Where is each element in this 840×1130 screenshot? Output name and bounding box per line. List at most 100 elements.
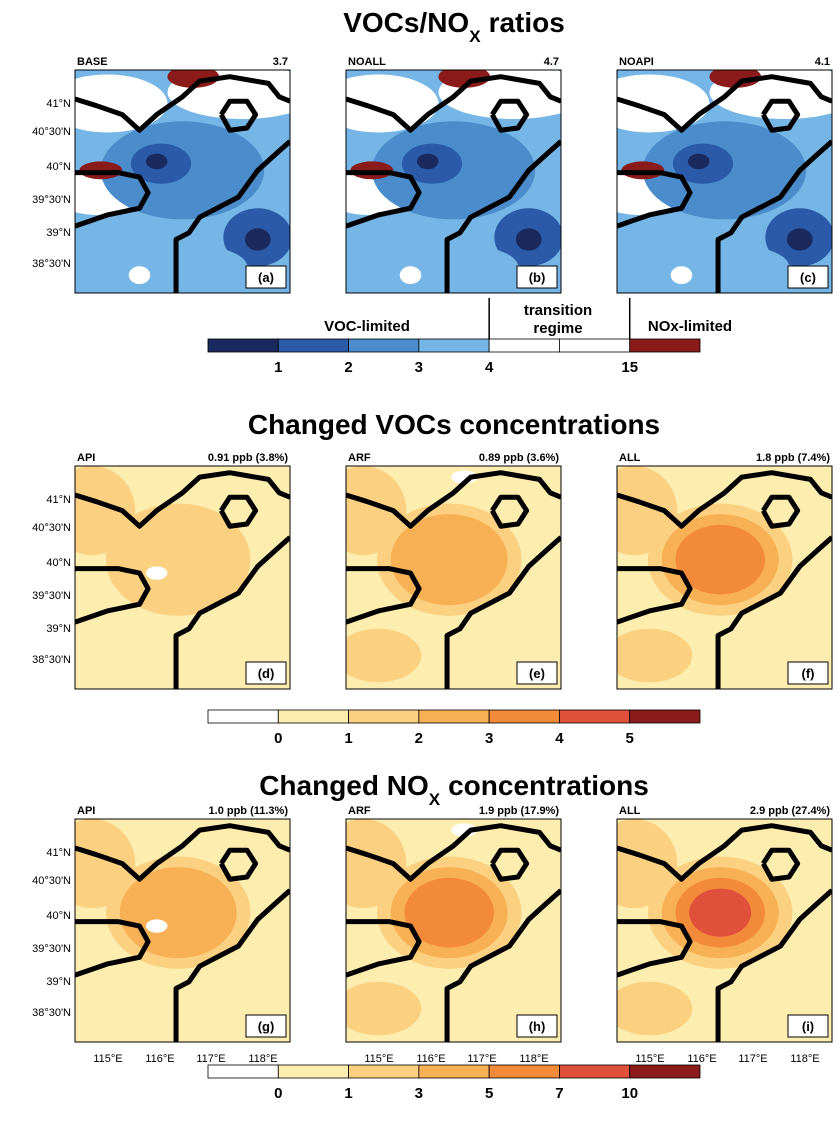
- colorbar-label: 4: [485, 359, 494, 376]
- map: [346, 466, 561, 689]
- colorbar-label: 7: [555, 1085, 563, 1102]
- lat-label: 38°30'N: [32, 654, 71, 666]
- map-field: [660, 243, 789, 289]
- map-frame: [616, 818, 833, 1043]
- province-border: [617, 566, 693, 625]
- lat-label: 40°N: [46, 161, 71, 173]
- map: [75, 819, 290, 1042]
- province-border: [75, 823, 290, 882]
- province-border: [346, 74, 561, 133]
- letter-box: [787, 1014, 829, 1038]
- province-border: [346, 566, 422, 625]
- map-field: [128, 266, 151, 285]
- panel-name: ARF: [348, 805, 371, 817]
- province-border: [761, 494, 801, 529]
- map-field: [119, 867, 237, 959]
- province-border: [715, 139, 832, 293]
- colorbar-label: 0: [274, 730, 282, 747]
- lat-label: 40°30'N: [32, 875, 71, 887]
- panel-name: API: [77, 452, 95, 464]
- map-field: [244, 228, 271, 251]
- lat-label: 39°30'N: [32, 590, 71, 602]
- panel-letter: (d): [258, 666, 275, 681]
- province-border: [75, 170, 151, 229]
- lat-label: 38°30'N: [32, 1007, 71, 1019]
- colorbar-label: 3: [415, 359, 423, 376]
- lat-label: 40°30'N: [32, 126, 71, 138]
- title-part: Changed NO: [259, 770, 429, 801]
- province-border: [173, 888, 290, 1042]
- map-field: [390, 514, 508, 606]
- map-field: [689, 888, 752, 937]
- province-border: [219, 98, 259, 133]
- colorbar-segment: [277, 709, 349, 724]
- lat-label: 40°N: [46, 910, 71, 922]
- map: [617, 466, 832, 689]
- province-border: [75, 919, 151, 978]
- panel-letter: (a): [258, 270, 274, 285]
- panel-value: 4.7: [544, 56, 559, 68]
- colorbar-label: 3: [415, 1085, 423, 1102]
- lon-label: 116°E: [687, 1053, 716, 1065]
- panel-value: 4.1: [815, 56, 830, 68]
- map-field: [75, 981, 151, 1036]
- panel-letter: (h): [529, 1019, 546, 1034]
- panel-name: ARF: [348, 452, 371, 464]
- panel-value: 1.9 ppb (17.9%): [479, 805, 559, 817]
- province-border: [617, 170, 693, 229]
- lon-label: 115°E: [364, 1053, 393, 1065]
- colorbar-segment: [629, 709, 701, 724]
- panel-letter: (g): [258, 1019, 275, 1034]
- section-title: Changed VOCs concentrations: [248, 409, 660, 440]
- province-border: [219, 494, 259, 529]
- map-field: [346, 981, 422, 1036]
- lon-label: 118°E: [519, 1053, 548, 1065]
- map: [346, 70, 561, 293]
- lat-label: 41°N: [46, 847, 71, 859]
- panel-value: 0.91 ppb (3.8%): [208, 452, 288, 464]
- colorbar-label: 2: [344, 359, 352, 376]
- map-field: [438, 70, 491, 88]
- panel-letter: (b): [529, 270, 546, 285]
- colorbar-label: 1: [274, 359, 282, 376]
- map-field: [709, 70, 762, 88]
- letter-box: [516, 265, 558, 289]
- colorbar-segment: [629, 1064, 701, 1079]
- lon-label: 118°E: [790, 1053, 819, 1065]
- panel-letter: (c): [800, 270, 816, 285]
- colorbar-segment: [207, 338, 279, 353]
- province-border: [761, 847, 801, 882]
- province-border: [75, 470, 290, 529]
- lon-label: 117°E: [196, 1053, 225, 1065]
- province-border: [444, 139, 561, 293]
- map: [75, 466, 290, 689]
- map-frame: [345, 69, 562, 294]
- province-border: [490, 494, 530, 529]
- map-field: [346, 628, 422, 683]
- regime-label: VOC-limited: [324, 318, 410, 335]
- colorbar-segment: [418, 1064, 490, 1079]
- panel-value: 0.89 ppb (3.6%): [479, 452, 559, 464]
- title-part: concentrations: [448, 770, 649, 801]
- panel-letter: (f): [802, 666, 815, 681]
- map-field: [617, 628, 693, 683]
- regime-label: transition: [524, 302, 592, 319]
- province-border: [715, 535, 832, 689]
- panel-name: BASE: [77, 56, 108, 68]
- map-frame: [345, 465, 562, 690]
- colorbar-label: 1: [344, 1085, 352, 1102]
- province-border: [173, 139, 290, 293]
- panel-value: 1.0 ppb (11.3%): [209, 805, 289, 817]
- province-border: [490, 847, 530, 882]
- lon-label: 115°E: [635, 1053, 664, 1065]
- letter-box: [516, 1014, 558, 1038]
- map: [617, 70, 832, 293]
- panel-name: API: [77, 805, 95, 817]
- lon-label: 118°E: [248, 1053, 277, 1065]
- regime-label: regime: [533, 320, 582, 337]
- panel-name: NOALL: [348, 56, 386, 68]
- province-border: [617, 470, 832, 529]
- map-field: [399, 266, 422, 285]
- letter-box: [245, 661, 287, 685]
